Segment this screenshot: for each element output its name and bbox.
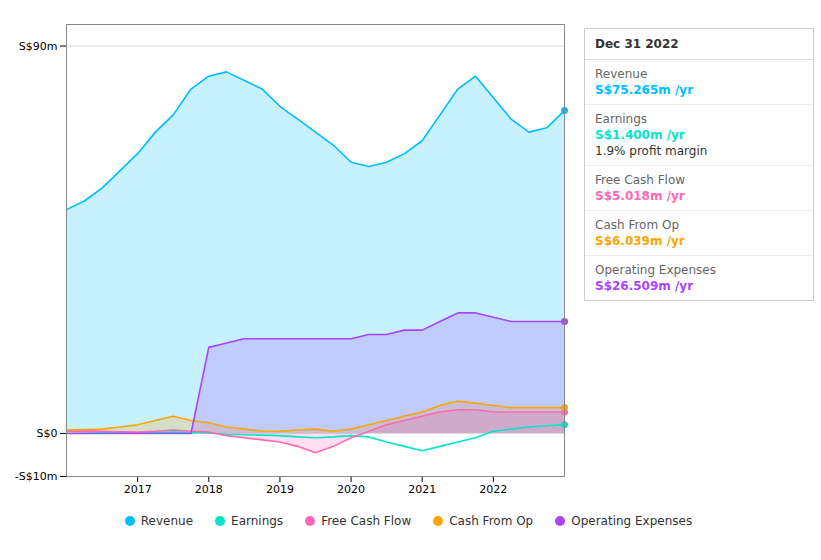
html-text:Earnings: Earnings xyxy=(595,112,648,126)
svg-text:2020: 2020 xyxy=(337,483,365,496)
html-text:Dec 31 2022: Dec 31 2022 xyxy=(595,37,679,51)
html-text:Operating Expenses: Operating Expenses xyxy=(571,514,693,528)
html-text:S$5.018m /yr: S$5.018m /yr xyxy=(595,189,685,203)
html-text:Cash From Op: Cash From Op xyxy=(595,218,679,232)
html-text:Operating Expenses: Operating Expenses xyxy=(595,263,716,277)
html-text:Earnings: Earnings xyxy=(231,514,284,528)
html-text:1.9% profit margin: 1.9% profit margin xyxy=(595,144,708,158)
html-text:Free Cash Flow: Free Cash Flow xyxy=(595,173,686,187)
html-text:Cash From Op: Cash From Op xyxy=(449,514,534,528)
svg-text:S$90m: S$90m xyxy=(19,40,58,53)
svg-text:2018: 2018 xyxy=(195,483,223,496)
html-text:S$75.265m /yr: S$75.265m /yr xyxy=(595,83,694,97)
html-text:Free Cash Flow: Free Cash Flow xyxy=(321,514,412,528)
html-text:S$6.039m /yr: S$6.039m /yr xyxy=(595,234,685,248)
svg-text:2019: 2019 xyxy=(266,483,294,496)
svg-text:2021: 2021 xyxy=(408,483,436,496)
html-text:Revenue: Revenue xyxy=(140,514,193,528)
svg-text:2017: 2017 xyxy=(124,483,152,496)
svg-text:S$0: S$0 xyxy=(37,427,58,440)
html-text:S$1.400m /yr: S$1.400m /yr xyxy=(595,128,685,142)
svg-text:-S$10m: -S$10m xyxy=(15,470,58,483)
html-text:Revenue: Revenue xyxy=(595,67,648,81)
svg-text:2022: 2022 xyxy=(479,483,507,496)
html-text:S$26.509m /yr: S$26.509m /yr xyxy=(595,279,694,293)
